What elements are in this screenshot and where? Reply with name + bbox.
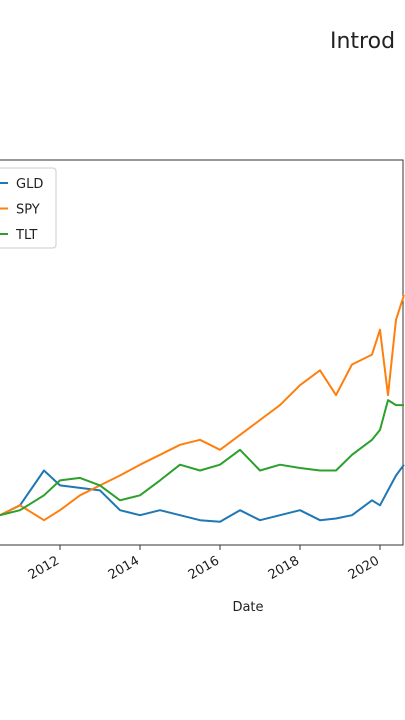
series-line <box>0 464 405 523</box>
legend-box <box>0 167 57 249</box>
plot-frame <box>0 159 404 546</box>
x-axis-label: Date <box>232 600 263 615</box>
legend-label: GLD <box>16 177 43 192</box>
series-line <box>0 399 404 517</box>
legend-label: TLT <box>15 228 37 243</box>
legend-label: SPY <box>16 203 40 218</box>
x-tick-label: 2020 <box>346 553 382 583</box>
chart-title: Introd <box>330 29 395 54</box>
x-tick-label: 2018 <box>266 553 302 583</box>
series-line <box>0 294 405 522</box>
x-tick-label: 2012 <box>26 553 62 583</box>
x-tick-label: 2014 <box>106 553 142 583</box>
x-tick-label: 2016 <box>186 553 222 583</box>
